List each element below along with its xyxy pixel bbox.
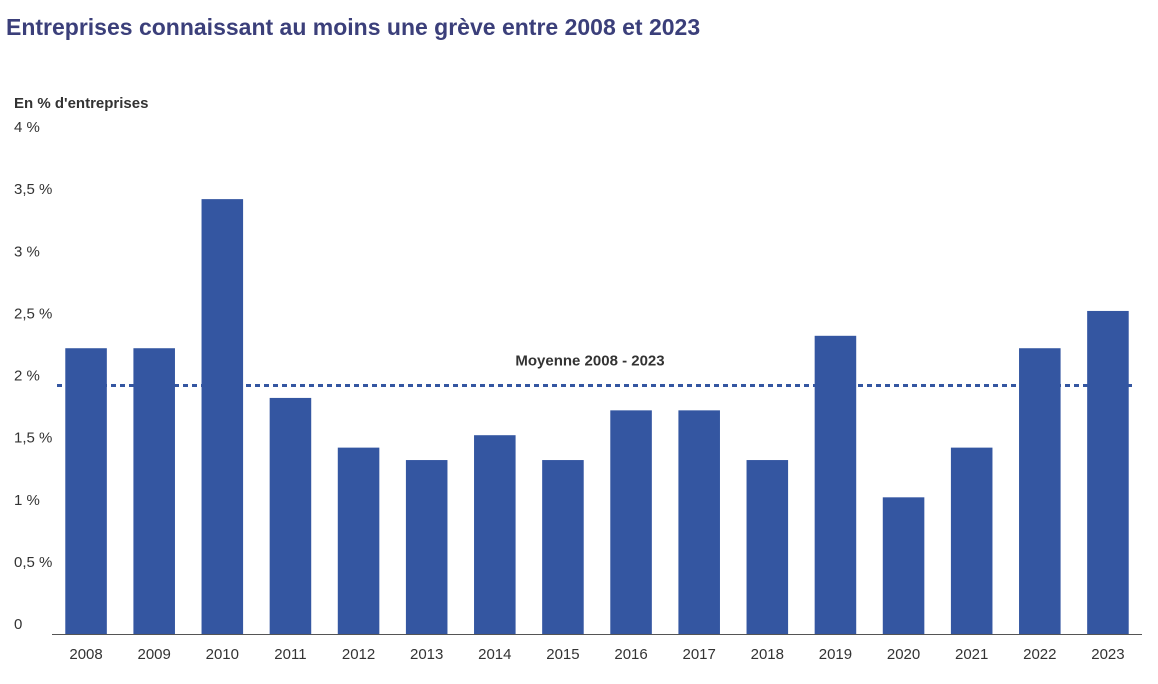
x-axis-ticks: 2008 2009 2010 2011 2012 2013 2014 2015 2016 2017… [69, 646, 1124, 663]
y-tick-label: 2,5 % [14, 305, 52, 322]
bar-2011 [269, 397, 312, 634]
y-tick-label: 0,5 % [14, 554, 52, 571]
x-tick-label: 2022 [1023, 646, 1056, 663]
y-tick-label: 2 % [14, 368, 40, 385]
y-tick-label: 1,5 % [14, 430, 52, 447]
x-tick-label: 2016 [614, 646, 647, 663]
x-tick-label: 2021 [955, 646, 988, 663]
bar-2022 [1019, 348, 1061, 634]
bar-2020 [882, 497, 925, 634]
bars [65, 199, 1129, 634]
bar-2010 [201, 199, 244, 634]
x-tick-label: 2011 [274, 646, 306, 663]
bar-2023 [1087, 310, 1129, 634]
y-tick-label: 3,5 % [14, 181, 52, 198]
bar-2019 [814, 335, 857, 634]
x-tick-label: 2017 [683, 646, 716, 663]
bar-2017 [678, 410, 720, 634]
bar-2008 [65, 348, 107, 634]
bar-2021 [950, 447, 993, 634]
x-tick-label: 2008 [69, 646, 102, 663]
y-axis-ticks: 0 0,5 % 1 % 1,5 % 2 % 2,5 % 3 % 3,5 % 4 % [14, 119, 52, 633]
bar-2018 [746, 460, 789, 634]
y-tick-label: 4 % [14, 119, 40, 136]
x-tick-label: 2009 [138, 646, 171, 663]
x-tick-label: 2023 [1091, 646, 1124, 663]
bar-2015 [542, 460, 584, 634]
y-tick-label: 1 % [14, 492, 40, 509]
y-axis-unit-label: En % d'entreprises [14, 95, 149, 112]
x-tick-label: 2018 [751, 646, 784, 663]
bar-2012 [337, 447, 380, 634]
x-tick-label: 2020 [887, 646, 920, 663]
bar-2013 [405, 460, 448, 634]
y-tick-label: 3 % [14, 243, 40, 260]
x-tick-label: 2014 [478, 646, 511, 663]
x-tick-label: 2015 [546, 646, 579, 663]
y-tick-label: 0 [14, 616, 22, 633]
x-tick-label: 2013 [410, 646, 443, 663]
x-tick-label: 2012 [342, 646, 375, 663]
x-tick-label: 2019 [819, 646, 852, 663]
bar-2016 [610, 410, 652, 634]
bar-2009 [133, 348, 175, 634]
average-reference-label: Moyenne 2008 - 2023 [515, 353, 664, 370]
chart-title: Entreprises connaissant au moins une grè… [6, 14, 701, 40]
x-tick-label: 2010 [206, 646, 239, 663]
bar-2014 [474, 435, 516, 634]
